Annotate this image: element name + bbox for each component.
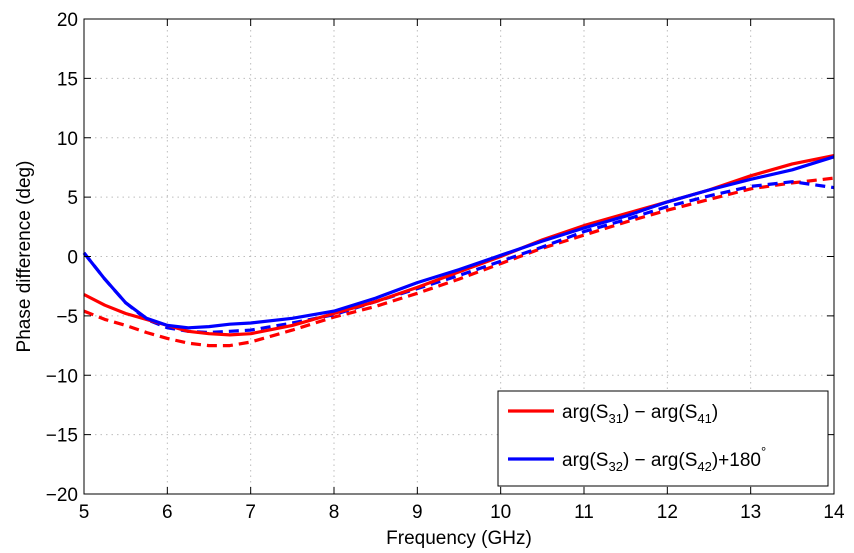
series-layer bbox=[82, 154, 835, 348]
legend-text-part: ° bbox=[761, 444, 766, 459]
legend-label-blue-solid: arg(S32) − arg(S42)+180° bbox=[562, 444, 766, 474]
x-tick-labels: 5 6 7 8 9 10 11 12 13 14 bbox=[79, 502, 845, 523]
y-axis-title: Phase difference (deg) bbox=[14, 161, 35, 353]
legend-label-red-solid: arg(S31) − arg(S41) bbox=[562, 402, 718, 426]
legend-text-part: 41 bbox=[697, 411, 711, 426]
y-tick-label: −20 bbox=[46, 485, 78, 506]
y-tick-labels: −20 −15 −10 −5 0 5 10 15 20 bbox=[46, 10, 78, 506]
y-tick-label: −5 bbox=[56, 307, 78, 328]
y-tick-label: −15 bbox=[46, 426, 78, 447]
legend-text-part: 32 bbox=[608, 459, 622, 474]
x-axis-title: Frequency (GHz) bbox=[386, 528, 532, 549]
x-tick-label: 5 bbox=[79, 502, 90, 523]
x-tick-label: 8 bbox=[329, 502, 340, 523]
x-tick-label: 9 bbox=[412, 502, 423, 523]
series-line-blue-solid bbox=[82, 155, 835, 330]
legend-text-part: ) − arg(S bbox=[623, 402, 697, 423]
series-line-red-dashed bbox=[83, 176, 835, 348]
y-tick-label: 20 bbox=[57, 10, 78, 31]
y-tick-label: −10 bbox=[46, 366, 78, 387]
x-tick-label: 7 bbox=[245, 502, 256, 523]
x-tick-label: 11 bbox=[574, 502, 594, 523]
legend-box bbox=[497, 390, 829, 487]
y-tick-label: 0 bbox=[67, 248, 78, 269]
x-tick-label: 14 bbox=[823, 502, 845, 523]
y-tick-label: 10 bbox=[57, 129, 78, 150]
y-tick-label: 5 bbox=[67, 188, 78, 209]
x-tick-label: 13 bbox=[740, 502, 761, 523]
legend-text-part: ) − arg(S bbox=[623, 450, 697, 471]
x-tick-label: 6 bbox=[162, 502, 173, 523]
legend-text-part: arg(S bbox=[562, 402, 608, 423]
legend: arg(S31) − arg(S41)arg(S32) − arg(S42)+1… bbox=[497, 390, 829, 487]
legend-text-part: 42 bbox=[697, 459, 711, 474]
x-tick-label: 12 bbox=[657, 502, 678, 523]
legend-text-part: 31 bbox=[608, 411, 622, 426]
legend-text-part: arg(S bbox=[562, 450, 608, 471]
x-tick-label: 10 bbox=[490, 502, 511, 523]
legend-text-part: ) bbox=[712, 402, 718, 423]
y-tick-label: 15 bbox=[57, 69, 78, 90]
axis-ticks bbox=[83, 18, 835, 495]
legend-text-part: )+180 bbox=[712, 450, 761, 471]
